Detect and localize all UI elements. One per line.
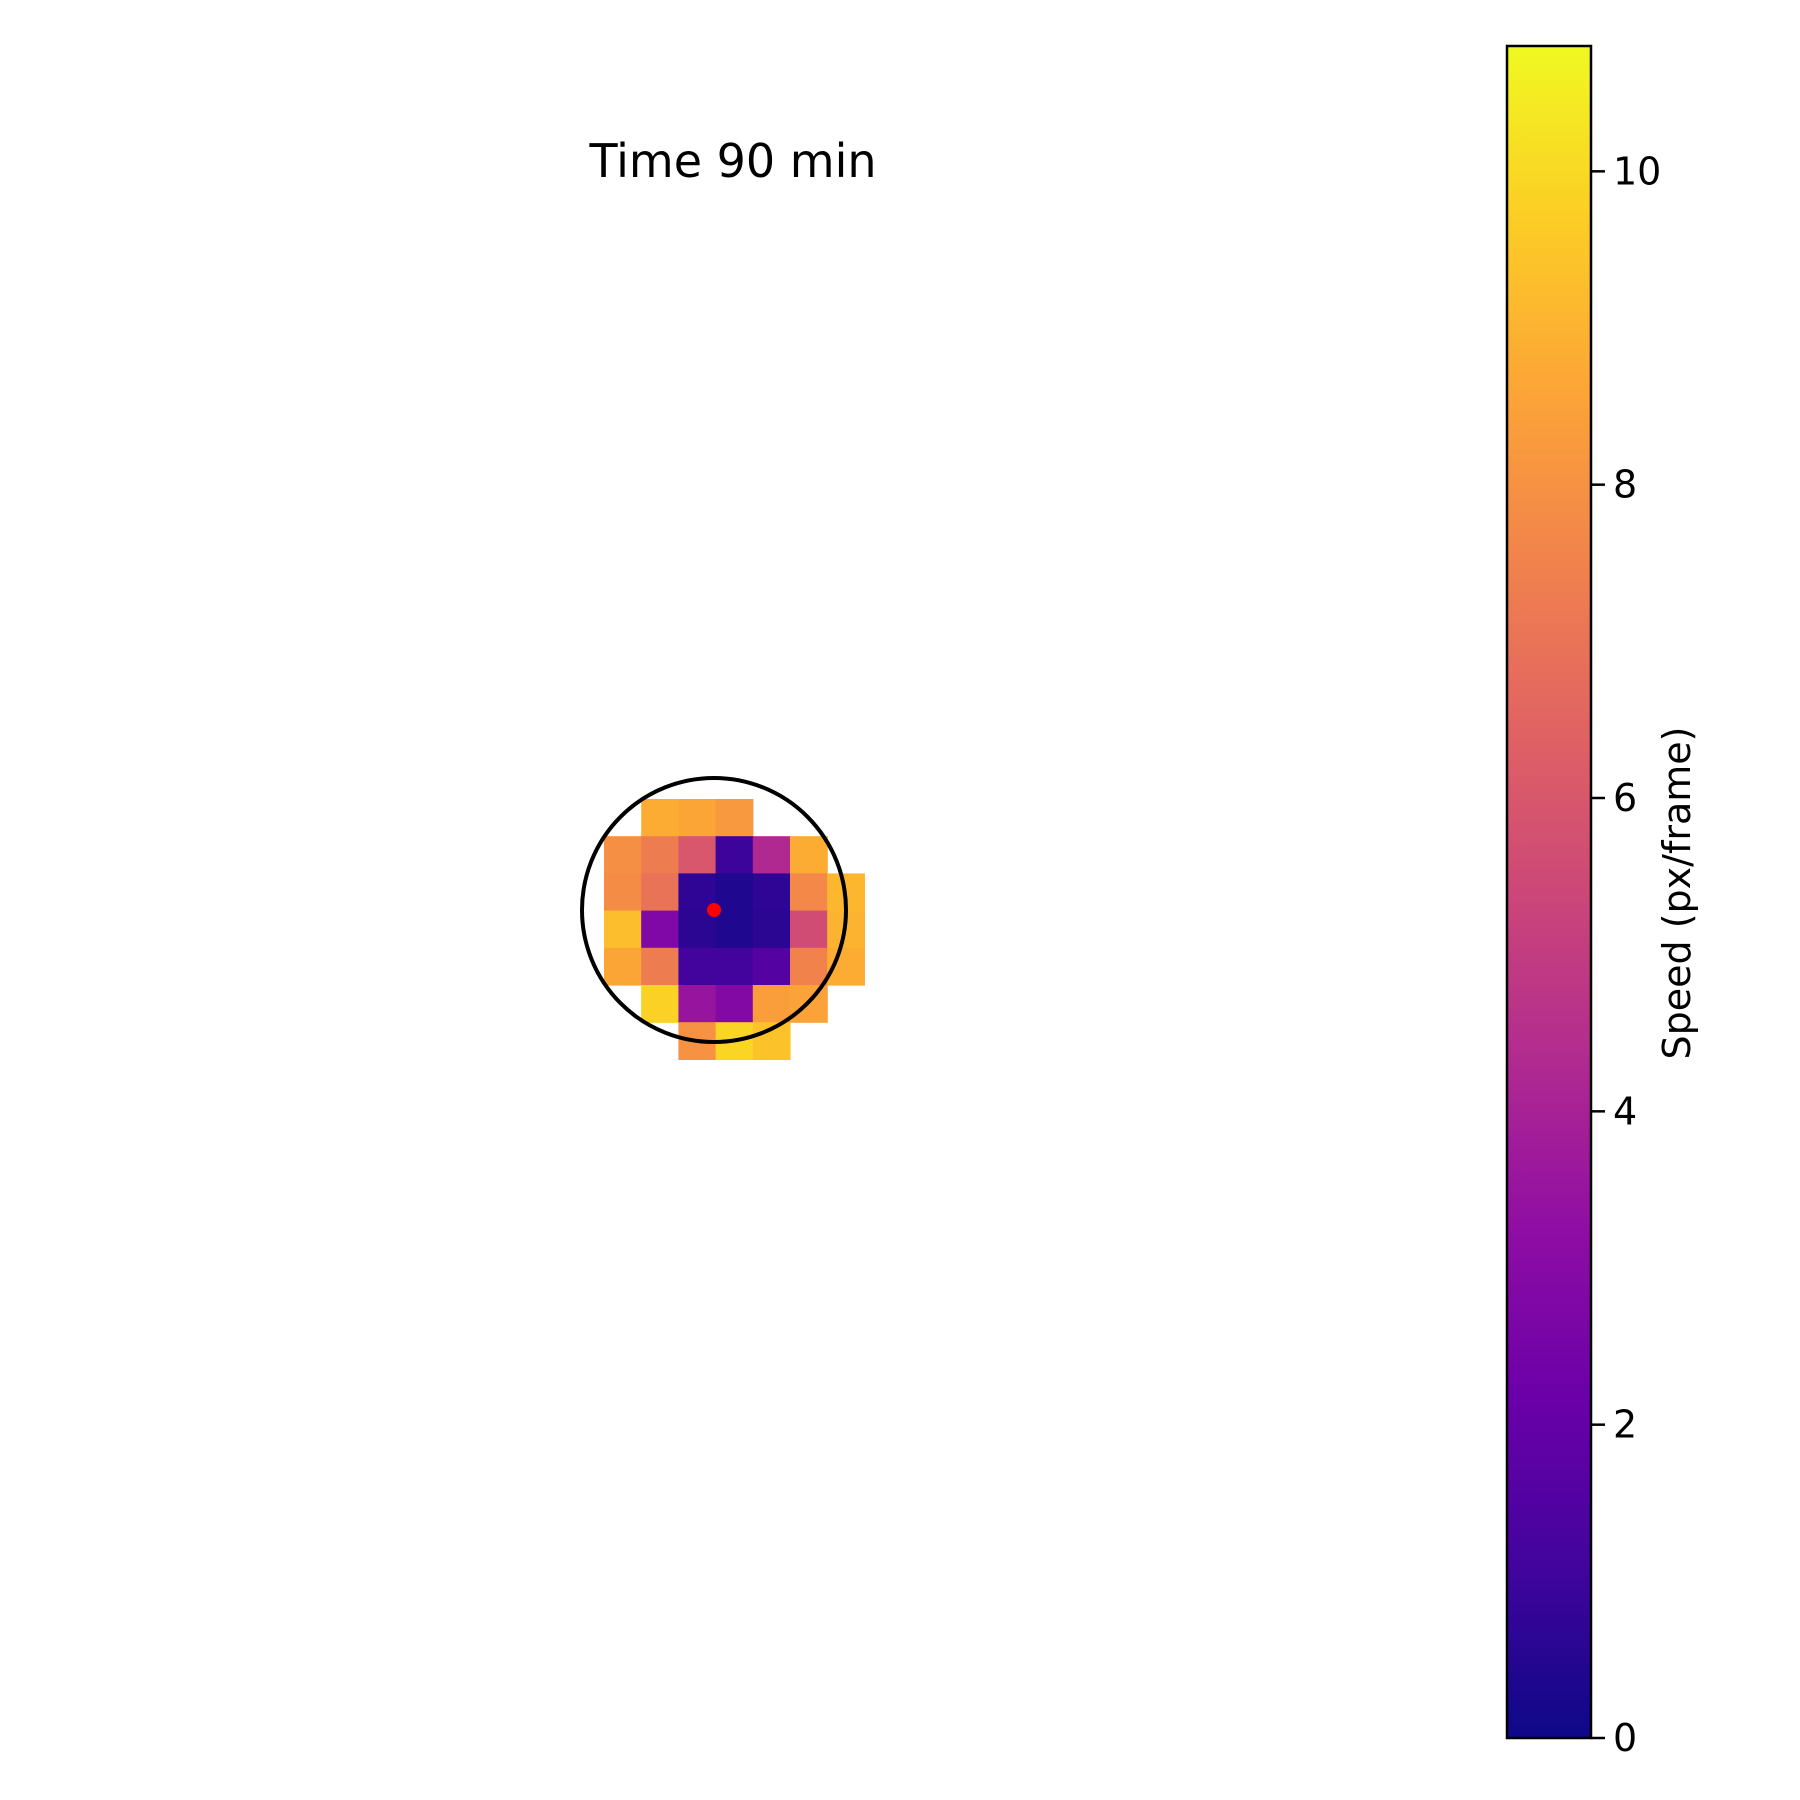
- heatmap-cell: [790, 836, 828, 874]
- colorbar-tick-label: 6: [1613, 776, 1637, 820]
- heatmap-cell: [752, 836, 791, 874]
- heatmap-cell: [715, 947, 754, 986]
- center-marker: [707, 903, 721, 917]
- heatmap-cell: [641, 799, 679, 837]
- heatmap-cell: [715, 985, 754, 1023]
- heatmap-cell: [715, 799, 754, 837]
- heatmap-cell: [715, 836, 754, 874]
- heatmap-cell: [715, 910, 754, 949]
- heatmap-cell: [641, 947, 679, 986]
- heatmap-cell: [604, 910, 642, 949]
- heatmap-cell: [752, 947, 791, 986]
- heatmap-cell: [752, 873, 791, 912]
- colorbar-tick-label: 8: [1613, 463, 1637, 507]
- colorbar: 0 2 4 6 8 10 Speed (px/frame): [1505, 44, 1699, 1760]
- heatmap-cell: [790, 873, 828, 912]
- heatmap-cell: [752, 985, 791, 1023]
- colorbar-tick-label: 2: [1613, 1403, 1637, 1447]
- heatmap-cell: [790, 910, 828, 949]
- heatmap-cell: [641, 910, 679, 949]
- heatmap-cell: [752, 910, 791, 949]
- heatmap-cell: [715, 873, 754, 912]
- colorbar-gradient: [1505, 44, 1593, 1740]
- heatmap-cell: [641, 985, 679, 1023]
- heatmap-cell: [604, 873, 642, 912]
- colorbar-label: Speed (px/frame): [1655, 727, 1699, 1060]
- heatmap-cell: [641, 836, 679, 874]
- heatmap-cell: [604, 947, 642, 986]
- heatmap-cell: [678, 799, 717, 837]
- overlay: [580, 776, 848, 1044]
- heatmap-cell: [604, 836, 642, 874]
- colorbar-tick-label: 4: [1613, 1089, 1637, 1133]
- outline-circle: [580, 776, 848, 1044]
- heatmap-cell: [678, 985, 717, 1023]
- colorbar-tick-label: 0: [1613, 1716, 1637, 1760]
- heatmap: [604, 799, 865, 1060]
- heatmap-cell: [678, 947, 717, 986]
- heatmap-cell: [678, 910, 717, 949]
- colorbar-tick-label: 10: [1613, 149, 1661, 193]
- heatmap-cell: [641, 873, 679, 912]
- heatmap-cell: [678, 836, 717, 874]
- heatmap-cell: [790, 947, 828, 986]
- chart-title: Time 90 min: [588, 134, 876, 188]
